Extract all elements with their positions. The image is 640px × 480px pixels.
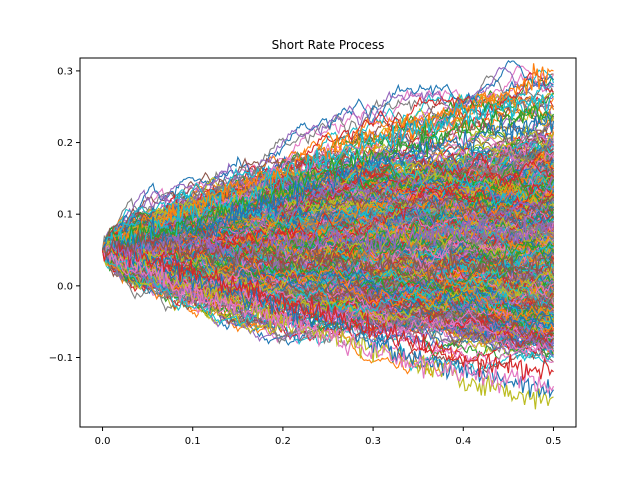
- path-line-994: [102, 181, 554, 253]
- path-line-995: [102, 182, 554, 253]
- y-tick-label: 0.2: [57, 138, 73, 149]
- path-line-975: [102, 218, 554, 349]
- x-tick-label: 0.3: [365, 436, 381, 447]
- x-tick-label: 0.1: [185, 436, 201, 447]
- paths-group: [101, 59, 555, 410]
- path-line-978: [101, 249, 554, 336]
- path-line-884: [101, 66, 554, 251]
- path-line-999: [102, 243, 554, 327]
- path-line-991: [101, 240, 554, 321]
- y-tick-label: 0.3: [57, 66, 73, 77]
- path-line-highlight-1: [102, 93, 555, 258]
- y-tick-label: 0.0: [57, 281, 73, 292]
- x-axis: 0.0 0.1 0.2 0.3 0.4 0.5: [95, 427, 562, 447]
- x-tick-label: 0.4: [455, 436, 471, 447]
- y-axis: −0.1 0.0 0.1 0.2 0.3: [49, 66, 80, 364]
- path-line-989: [101, 143, 554, 251]
- path-line-highlight-6: [101, 244, 555, 395]
- x-tick-label: 0.2: [275, 436, 291, 447]
- x-tick-label: 0.5: [546, 436, 562, 447]
- plot-frame: [79, 57, 577, 428]
- path-line-871: [102, 249, 554, 303]
- x-tick-label: 0.0: [95, 436, 111, 447]
- path-line-highlight-8: [102, 215, 554, 264]
- y-tick-label: 0.1: [57, 210, 73, 221]
- path-line-996: [102, 235, 554, 366]
- path-line-highlight-7: [101, 242, 554, 382]
- y-tick-label: −0.1: [49, 353, 73, 364]
- path-line-highlight-5: [101, 242, 554, 399]
- chart-title: Short Rate Process: [272, 38, 385, 52]
- path-line-992: [102, 221, 555, 262]
- path-line-highlight-9: [102, 229, 555, 284]
